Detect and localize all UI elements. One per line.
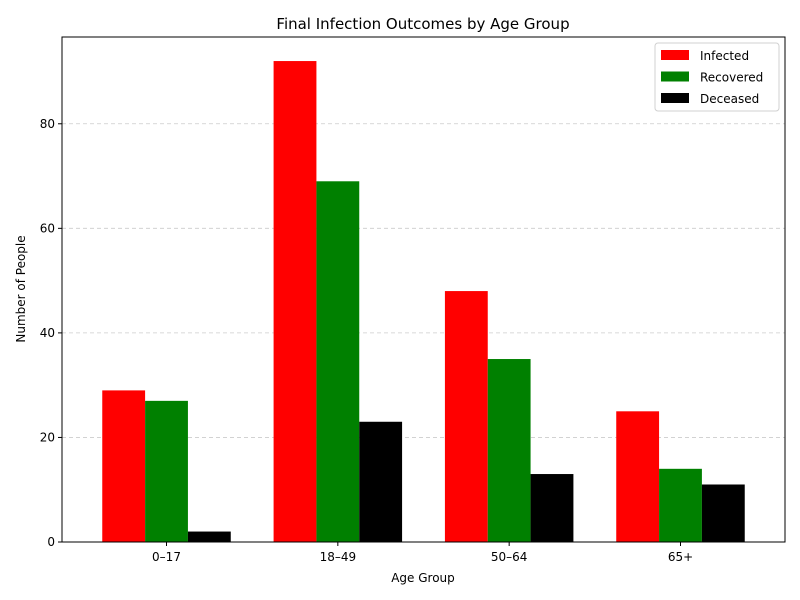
y-tick-label: 20 [40, 430, 55, 444]
bar-deceased-0 [187, 531, 231, 542]
bar-infected-3 [616, 411, 660, 542]
chart-title: Final Infection Outcomes by Age Group [276, 15, 569, 33]
bar-recovered-0 [145, 400, 188, 542]
legend: Infected Recovered Deceased [654, 42, 780, 112]
bar-deceased-2 [530, 474, 574, 542]
x-tick-label: 18–49 [320, 550, 357, 564]
y-axis-label: Number of People [14, 235, 28, 342]
plot-frame [61, 36, 786, 543]
legend-label-infected: Infected [700, 49, 749, 63]
bar-recovered-2 [487, 359, 531, 542]
y-tick-label: 60 [40, 221, 55, 235]
bar-infected-0 [102, 390, 146, 542]
bar-recovered-3 [659, 468, 702, 542]
legend-label-deceased: Deceased [700, 92, 759, 106]
bar-infected-2 [444, 291, 488, 542]
y-tick-label: 0 [47, 535, 55, 549]
bar-deceased-3 [701, 484, 745, 542]
legend-label-recovered: Recovered [700, 71, 763, 85]
x-tick-label: 0–17 [152, 550, 181, 564]
x-axis-ticks: 0–17 18–49 50–64 65+ [152, 542, 693, 564]
bars [102, 61, 745, 543]
bar-recovered-1 [316, 181, 360, 543]
x-tick-label: 50–64 [491, 550, 528, 564]
y-axis-ticks: 0 20 40 60 80 [40, 117, 62, 549]
y-tick-label: 80 [40, 117, 55, 131]
x-tick-label: 65+ [668, 550, 693, 564]
bar-infected-1 [273, 61, 317, 543]
legend-swatch-infected [661, 50, 689, 60]
y-tick-label: 40 [40, 326, 55, 340]
legend-swatch-recovered [661, 71, 689, 82]
bar-deceased-1 [359, 421, 403, 542]
x-axis-label: Age Group [391, 571, 455, 585]
legend-swatch-deceased [661, 93, 689, 103]
